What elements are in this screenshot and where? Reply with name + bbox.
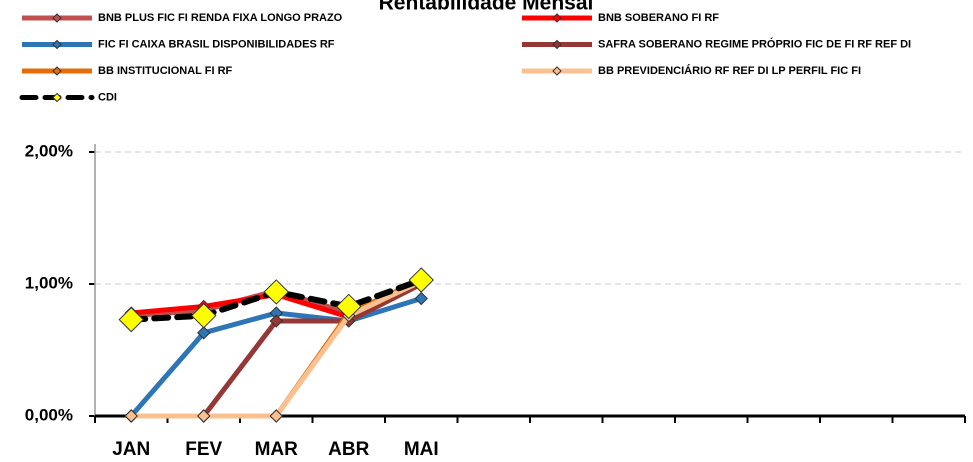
point-marker [263, 279, 289, 305]
x-tick-label: FEV [185, 439, 222, 460]
legend-label: BNB SOBERANO FI RF [598, 12, 719, 24]
y-tick-label: 0,00% [25, 405, 73, 424]
chart-title: Rentabilidade Mensal [379, 0, 594, 15]
x-tick-label: MAI [404, 439, 439, 460]
legend-marker [52, 66, 62, 76]
point-marker [197, 409, 211, 423]
legend-label: BB PREVIDENCIÁRIO RF REF DI LP PERFIL FI… [598, 64, 861, 77]
legend-marker [52, 39, 62, 50]
point-marker [191, 302, 217, 329]
point-marker [269, 314, 283, 328]
legend-label: BNB PLUS FIC FI RENDA FIXA LONGO PRAZO [98, 12, 343, 24]
y-tick-label: 2,00% [25, 141, 73, 160]
legend-marker [52, 13, 62, 23]
point-marker [269, 409, 283, 423]
point-marker [118, 306, 144, 333]
point-marker [414, 291, 428, 306]
legend-marker [552, 66, 562, 76]
legend-label: FIC FI CAIXA BRASIL DISPONIBILIDADES RF [98, 38, 335, 50]
point-marker [408, 267, 434, 293]
y-tick-label: 1,00% [25, 273, 73, 292]
legend-label: BB INSTITUCIONAL FI RF [98, 65, 233, 77]
legend-label: SAFRA SOBERANO REGIME PRÓPRIO FIC DE FI … [598, 37, 911, 50]
legend-marker [552, 13, 562, 23]
point-marker [197, 326, 211, 340]
x-tick-label: MAR [255, 439, 299, 460]
x-tick-label: ABR [328, 439, 369, 460]
point-marker [336, 293, 362, 320]
point-marker [124, 409, 138, 423]
legend-label: CDI [98, 91, 117, 103]
legend-marker [52, 92, 62, 103]
legend-marker [552, 39, 562, 50]
x-tick-label: JAN [112, 439, 150, 460]
